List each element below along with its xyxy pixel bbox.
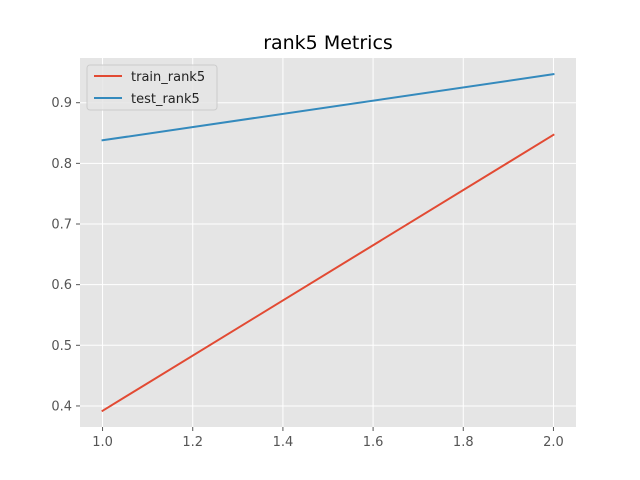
axes: 1.0 1.2 1.4 1.6 1.8 2.0 0.4 0.5 0.6 0.7 0.8 0.9 bbox=[51, 96, 563, 450]
x-tick-label: 1.2 bbox=[182, 435, 203, 450]
y-tick-label: 0.6 bbox=[51, 278, 72, 293]
chart-title: rank5 Metrics bbox=[263, 32, 393, 54]
y-tick-label: 0.8 bbox=[51, 157, 72, 172]
series-lines bbox=[101, 73, 555, 413]
plot-area bbox=[80, 58, 576, 427]
series-line-train-rank5 bbox=[101, 133, 555, 413]
legend-label: train_rank5 bbox=[131, 70, 205, 85]
x-tick-label: 2.0 bbox=[543, 435, 564, 450]
y-tick-label: 0.5 bbox=[51, 339, 72, 354]
x-tick-label: 1.8 bbox=[453, 435, 474, 450]
y-tick-label: 0.9 bbox=[51, 96, 72, 111]
legend-label: test_rank5 bbox=[131, 92, 200, 107]
x-tick-label: 1.6 bbox=[363, 435, 384, 450]
y-tick-label: 0.7 bbox=[51, 218, 72, 233]
y-tick-label: 0.4 bbox=[51, 399, 72, 414]
series-line-test-rank5 bbox=[101, 73, 555, 142]
legend: train_rank5 test_rank5 bbox=[86, 64, 218, 111]
x-tick-label: 1.0 bbox=[92, 435, 113, 450]
x-tick-label: 1.4 bbox=[273, 435, 294, 450]
